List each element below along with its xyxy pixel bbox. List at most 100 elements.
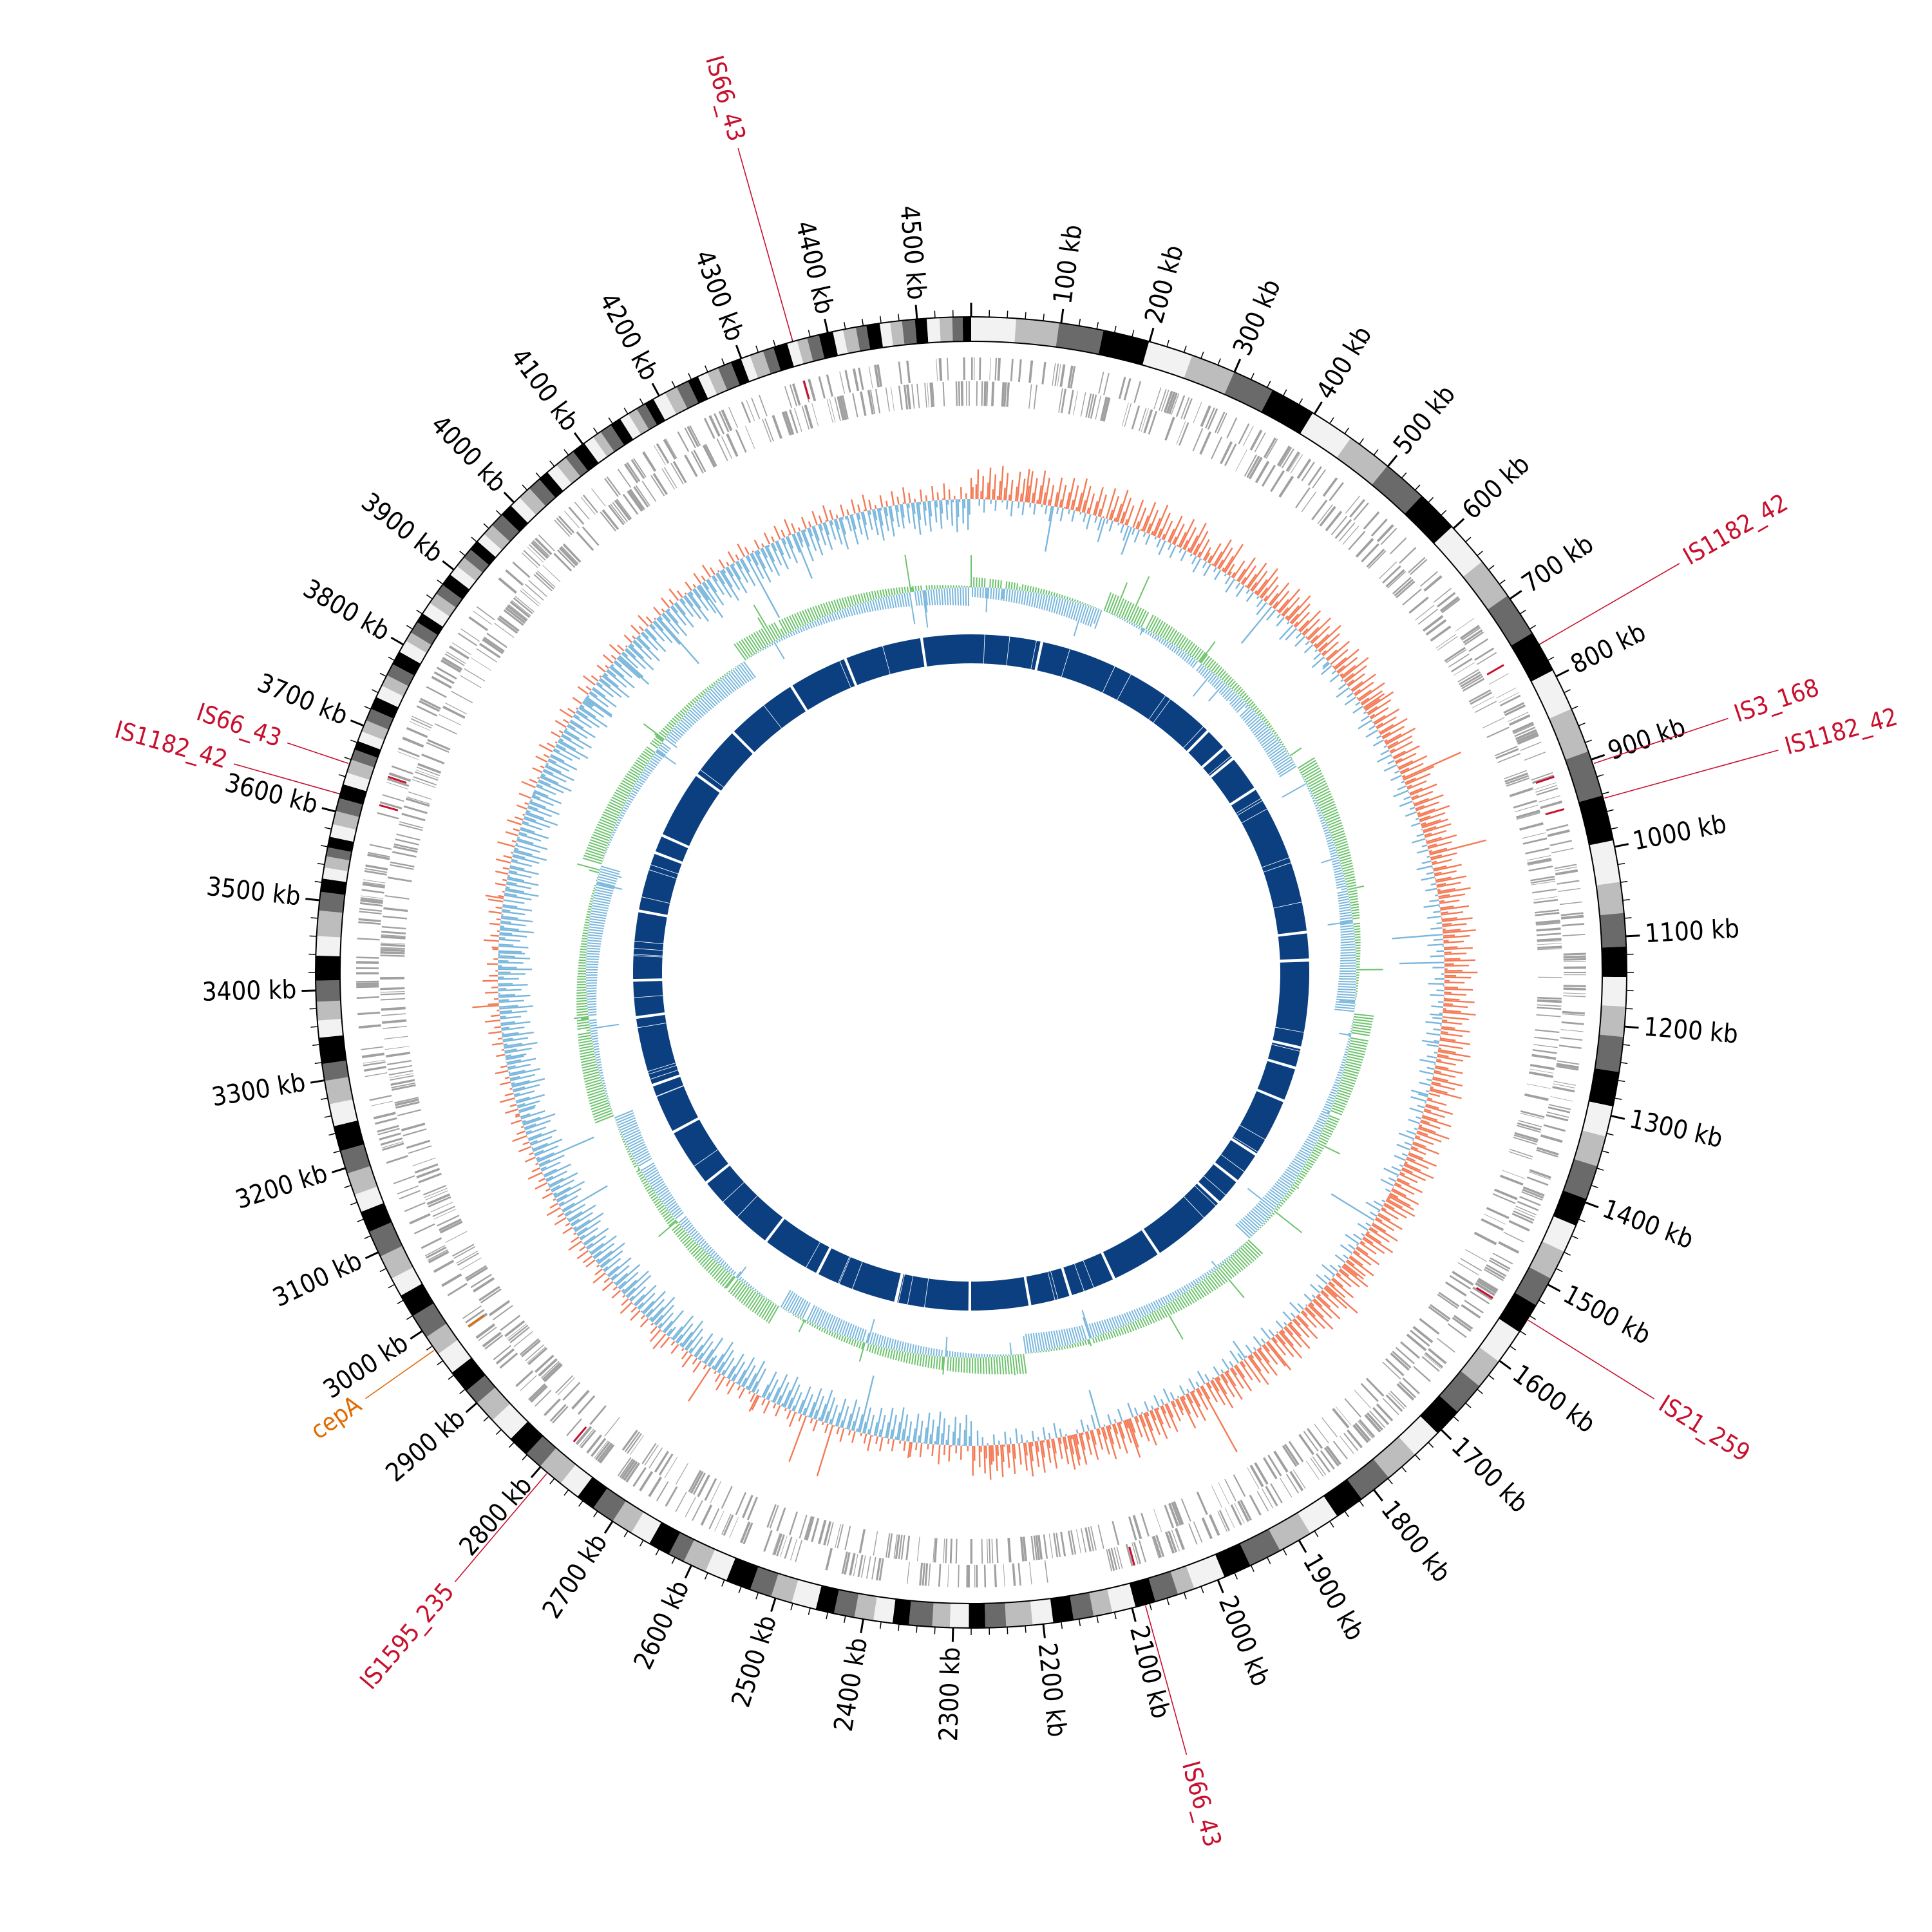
gc-content-bar [833, 600, 839, 612]
gc-skew-bar [867, 1435, 872, 1452]
minor-tick [564, 449, 569, 456]
gc-content-bar [908, 1352, 912, 1364]
gene-feature [1033, 1535, 1037, 1560]
gene-feature [359, 907, 383, 912]
gc-skew-bar [600, 677, 611, 687]
gc-skew-bar [652, 621, 673, 643]
gc-skew-bar [520, 827, 535, 833]
gc-content-bar [1327, 1111, 1331, 1114]
gc-skew-bar [660, 1336, 670, 1349]
gc-content-bar [590, 1029, 598, 1032]
gc-skew-bar [1278, 589, 1301, 614]
karyotype-band [890, 320, 905, 346]
gc-skew-bar [1437, 889, 1441, 891]
gc-content-bar [692, 699, 697, 704]
gc-content-bar [1084, 1340, 1087, 1345]
gc-skew-bar [983, 499, 985, 513]
gc-content-bar [606, 1095, 609, 1097]
gene-feature [869, 390, 876, 414]
gc-skew-bar [1056, 477, 1063, 507]
gc-skew-bar [1208, 543, 1222, 564]
gc-skew-bar [1075, 507, 1078, 511]
gc-content-bar [1325, 814, 1340, 822]
gc-skew-bar [1068, 1435, 1075, 1455]
gc-skew-bar [630, 624, 641, 635]
gc-content-bar [1143, 1305, 1150, 1315]
gc-skew-bar [1245, 1344, 1253, 1354]
minor-tick [338, 774, 346, 777]
gc-skew-bar [1438, 894, 1450, 898]
gene-feature [421, 1237, 442, 1249]
karyotype-band [556, 457, 581, 484]
gc-content-bar [587, 945, 601, 947]
karyotype-band [1142, 341, 1193, 379]
gene-feature [963, 357, 965, 381]
gene-feature [1534, 782, 1557, 790]
gc-skew-bar [1251, 571, 1268, 592]
gene-feature [1540, 1134, 1563, 1143]
gene-feature [1097, 1524, 1104, 1549]
gc-skew-bar [1393, 790, 1409, 798]
gc-skew-bar [1268, 1329, 1275, 1337]
gene-feature [721, 409, 733, 431]
gc-content-bar [849, 607, 853, 616]
gc-skew-bar [1331, 1278, 1354, 1298]
gc-skew-bar [1420, 1121, 1441, 1130]
gc-skew-bar [548, 1177, 564, 1187]
gene-feature [1133, 1542, 1141, 1564]
gc-content-bar [705, 1260, 716, 1271]
gc-skew-bar [1419, 815, 1431, 821]
karyotype-band [1601, 976, 1627, 1007]
gc-skew-bar [1162, 1388, 1171, 1403]
gene-feature [1521, 1191, 1543, 1201]
gc-skew-bar [773, 1374, 788, 1403]
gc-content-bar [1270, 750, 1287, 762]
gene-feature [1459, 625, 1480, 639]
gc-skew-bar [585, 696, 612, 716]
gc-content-bar [1335, 1097, 1348, 1103]
gc-skew-bar [862, 511, 867, 525]
gene-feature [875, 388, 881, 413]
gene-feature [1378, 562, 1397, 580]
major-tick [1452, 518, 1465, 529]
gc-content-bar [1123, 1312, 1130, 1324]
gc-skew-bar [568, 1204, 596, 1223]
gc-content-bar [914, 1353, 917, 1365]
major-tick [1440, 1428, 1452, 1441]
gc-content-bar [611, 796, 625, 804]
gc-skew-bar [1437, 1001, 1444, 1003]
gc-content-bar [809, 1322, 811, 1326]
gc-skew-bar [1116, 489, 1129, 523]
gc-skew-bar [601, 1281, 614, 1291]
gene-feature [523, 549, 541, 567]
gc-skew-bar [761, 1384, 770, 1398]
gc-skew-bar [1427, 943, 1444, 947]
gene-feature [1265, 1486, 1278, 1507]
gc-skew-bar [1080, 1419, 1085, 1433]
gc-content-bar [1338, 901, 1350, 905]
gc-content-bar [583, 855, 603, 862]
gc-content-bar [584, 922, 590, 923]
gc-skew-bar [565, 728, 568, 731]
gc-content-bar [1112, 1330, 1117, 1338]
gc-content-bar [1053, 597, 1059, 614]
gc-content-bar [801, 626, 806, 632]
gc-skew-bar [1388, 735, 1413, 750]
gc-skew-bar [573, 1226, 577, 1230]
gene-feature [521, 588, 541, 605]
gc-content-bar [748, 635, 760, 652]
gc-skew-bar [1283, 1327, 1302, 1348]
gene-feature [905, 1535, 911, 1560]
gc-content-bar [1321, 1110, 1330, 1115]
gc-skew-bar [1430, 852, 1457, 860]
gene-feature [1503, 770, 1528, 780]
gc-skew-bar [812, 1419, 818, 1432]
gc-skew-bar [1057, 1437, 1063, 1459]
gc-content-bar [1303, 1165, 1311, 1171]
gc-skew-bar [676, 590, 683, 598]
gc-skew-bar [623, 634, 632, 643]
gc-content-bar [666, 735, 677, 744]
gene-feature [1322, 477, 1338, 497]
gc-content-bar [589, 1019, 597, 1021]
karyotype-band [1420, 1396, 1458, 1434]
